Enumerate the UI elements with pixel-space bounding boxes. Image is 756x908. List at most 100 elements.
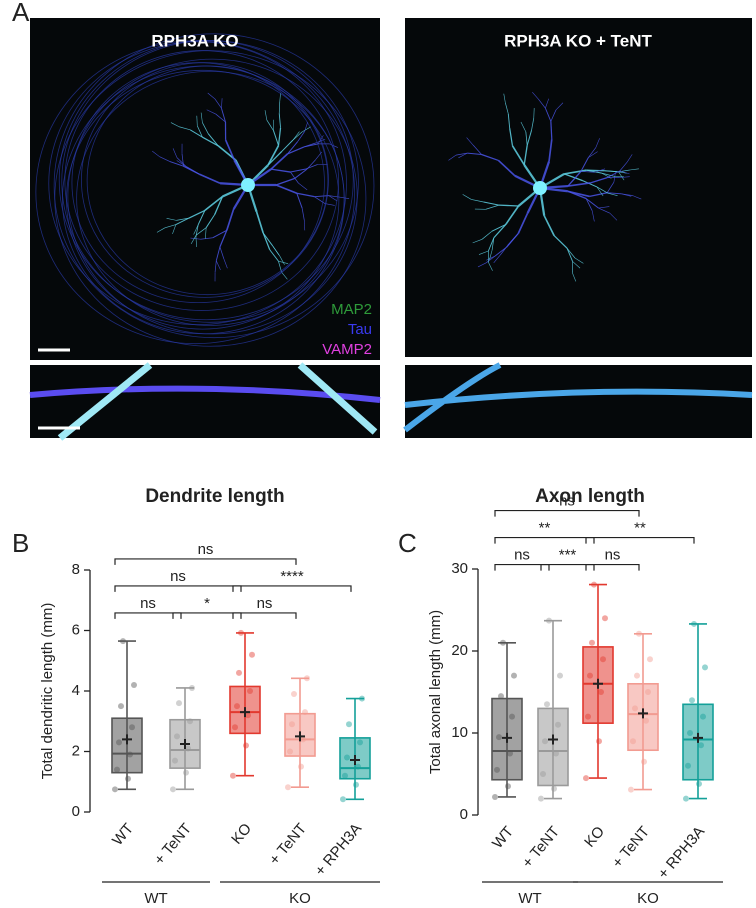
y-tick-label: 30 [451, 560, 468, 577]
significance-bracket [114, 612, 182, 619]
data-point [509, 713, 515, 720]
data-point [120, 638, 126, 645]
y-axis-label: Total dendritic length (mm) [39, 603, 56, 780]
neurite [505, 205, 520, 225]
data-point [174, 733, 180, 740]
neurite [277, 127, 282, 146]
data-point [589, 639, 595, 646]
neurite [598, 206, 610, 209]
panel-label: B [12, 528, 29, 558]
neurite [553, 235, 568, 249]
neurite [493, 254, 501, 263]
neurite [619, 176, 630, 178]
data-point [647, 656, 653, 663]
micrograph [405, 18, 752, 357]
neurite [563, 173, 583, 182]
neurite [296, 192, 315, 198]
stain-label: MAP2 [331, 301, 372, 318]
neurite [472, 144, 482, 155]
neurite [503, 93, 506, 103]
data-point [247, 688, 253, 694]
neurite [626, 154, 633, 163]
stain-label: Tau [348, 321, 372, 338]
neurite [306, 159, 316, 170]
data-point [114, 766, 120, 773]
significance-bracket [232, 612, 297, 619]
significance-bracket [172, 612, 242, 619]
neurite [607, 192, 618, 196]
neurite [618, 169, 630, 173]
data-point [557, 672, 563, 679]
significance-label: ** [634, 520, 646, 537]
neurite [267, 150, 283, 166]
data-point [172, 757, 178, 764]
neurite [159, 156, 171, 162]
significance-label: ns [605, 547, 621, 564]
chart-title: Dendrite length [145, 486, 284, 507]
neurite [328, 195, 338, 202]
x-tick-label: WT [489, 823, 517, 852]
significance-bracket [494, 536, 595, 544]
data-point [702, 664, 708, 671]
data-point [685, 762, 691, 769]
neurite [200, 237, 213, 240]
data-point [689, 697, 695, 704]
neurite [580, 157, 589, 172]
y-tick-label: 0 [460, 806, 468, 823]
data-point [112, 786, 118, 793]
neurite [214, 196, 224, 215]
neurite [485, 255, 496, 264]
neurite [200, 112, 203, 123]
neurite [279, 92, 281, 103]
soma [533, 181, 547, 195]
data-point [641, 758, 647, 765]
data-point [340, 796, 346, 803]
neurite [196, 125, 203, 138]
neurite [294, 168, 308, 179]
neurite [219, 246, 225, 259]
data-point [538, 795, 544, 802]
neurite [523, 145, 528, 165]
y-tick-label: 10 [451, 724, 468, 741]
neurite [486, 255, 496, 261]
neurite [567, 170, 582, 187]
data-point [691, 620, 697, 627]
neurite [607, 192, 622, 195]
neurite [298, 182, 308, 191]
neurite [572, 272, 577, 282]
data-point [645, 689, 651, 695]
data-point [346, 721, 352, 728]
data-point [542, 738, 548, 745]
data-point [696, 780, 702, 787]
data-point [187, 718, 193, 725]
x-tick-label: + TeNT [151, 820, 195, 868]
neurite [491, 223, 507, 232]
neurite [601, 172, 614, 177]
data-point [636, 630, 642, 637]
data-point [289, 721, 295, 728]
neurite [219, 230, 228, 248]
neurite [511, 145, 525, 166]
mean-marker [240, 707, 250, 718]
neurite [555, 102, 564, 111]
neurite [586, 169, 602, 174]
neurite [275, 184, 298, 195]
data-point [683, 795, 689, 802]
neurite [290, 171, 299, 184]
neurite [170, 122, 180, 128]
y-tick-label: 4 [72, 682, 80, 699]
neurite [207, 92, 216, 100]
neurite [481, 153, 499, 162]
y-tick-label: 8 [72, 561, 80, 578]
neurite [305, 164, 318, 170]
neurite [166, 218, 177, 221]
neurite [596, 186, 609, 194]
neurite [212, 229, 227, 239]
significance-label: **** [280, 568, 304, 585]
data-point [125, 775, 131, 782]
neurite [296, 193, 303, 209]
neurite [531, 118, 535, 131]
data-point [494, 766, 500, 773]
data-point [587, 672, 593, 679]
